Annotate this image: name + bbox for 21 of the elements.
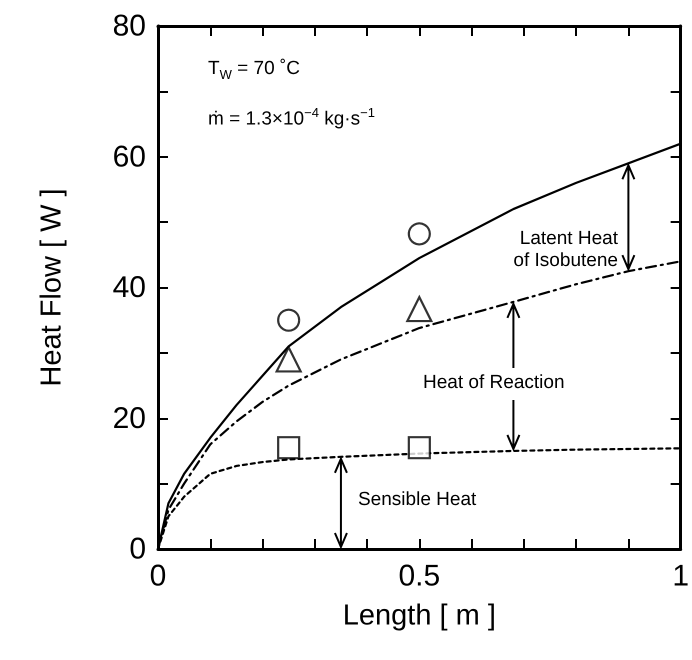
point xyxy=(406,296,432,322)
point xyxy=(276,346,302,373)
y-tick-label: 40 xyxy=(112,271,146,304)
y-axis-title: Heat Flow [ W ] xyxy=(36,188,68,387)
x-tick-label: 0.5 xyxy=(398,560,440,592)
annotation: ṁ = 1.3×10$^{−4}$ kg·s$^{−1}$ xyxy=(208,104,375,130)
x-axis-title: Length [ m ] xyxy=(342,600,496,632)
y-tick-label: 80 xyxy=(112,10,146,42)
y-tick-label: 0 xyxy=(129,532,146,566)
point xyxy=(408,436,431,460)
x-tick-label: 1 xyxy=(672,560,689,592)
point xyxy=(277,308,300,332)
x-tick-label: 0 xyxy=(150,560,166,592)
y-tick-label: 60 xyxy=(112,140,146,174)
point xyxy=(277,436,300,460)
annotation: Sensible Heat xyxy=(358,489,476,511)
point xyxy=(408,222,431,246)
annotation: T$_{W}$ = 70 ˚C xyxy=(208,58,300,84)
annotation: Heat of Reaction xyxy=(423,372,565,394)
annotation: Latent Heat of Isobutene xyxy=(512,228,618,272)
y-tick-label: 20 xyxy=(112,402,146,435)
